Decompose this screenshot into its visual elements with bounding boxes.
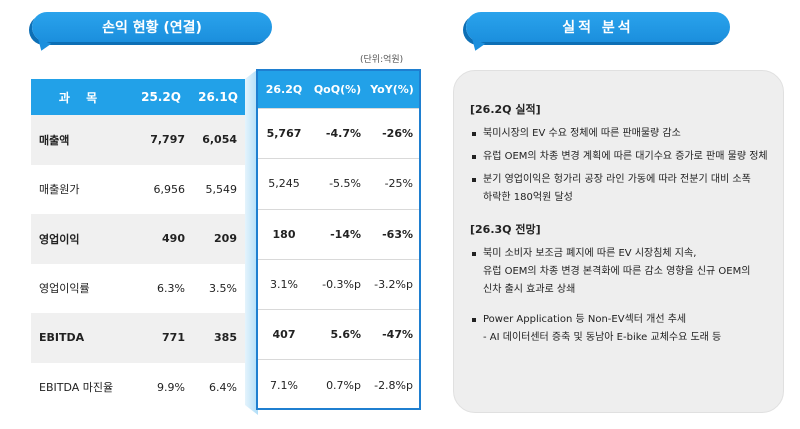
table-row-ebitda-margin: EBITDA 마진율 9.9% 6.4% [31,363,245,413]
table-row-operating-margin: 영업이익률 6.3% 3.5% [31,264,245,314]
list-item: 분기 영업이익은 헝가리 공장 라인 가동에 따라 전분기 대비 소폭 하락한 … [470,171,773,207]
income-table-header: 과 목 25.2Q 26.1Q [31,79,245,115]
table-row-operating-income: 영업이익 490 209 [31,214,245,264]
section-header-income-status-label: 손익 현황 (연결) [102,20,202,36]
cell-value: 385 [214,331,237,345]
cell-value: 3.5% [209,281,237,295]
list-item: Power Application 등 Non-EV섹터 개선 추세 - AI … [470,311,773,347]
unit-label: (단위:억원) [360,55,404,65]
speech-tail-icon [468,38,486,54]
cell-value: 6.4% [209,380,237,394]
cell-value: 3.1% [270,278,298,292]
row-label: 매출액 [39,133,70,147]
cell-value: 407 [272,328,296,342]
row-label: EBITDA 마진율 [39,381,114,395]
cell-value: -26% [382,127,413,141]
cell-value: 209 [214,232,237,246]
cell-value: -25% [384,177,413,191]
current-table-header: 26.2Q QoQ(%) YoY(%) [258,71,419,108]
list-item-line: 분기 영업이익은 헝가리 공장 라인 가동에 따라 전분기 대비 소폭 [483,174,751,185]
table-row-ebitda: EBITDA 771 385 [31,313,245,363]
list-item-line: 북미 소비자 보조금 폐지에 따른 EV 시장침체 지속, [483,248,697,259]
cell-value: 180 [272,227,296,241]
income-table-current: 26.2Q QoQ(%) YoY(%) 5,767 -4.7% -26% 5,2… [256,69,421,410]
cell-value: 771 [162,331,185,345]
cell-value: 9.9% [157,380,185,394]
cell-value: -0.3%p [322,278,361,292]
table-row-ebitda-margin: 7.1% 0.7%p -2.8%p [258,359,419,409]
analysis-panel: [26.2Q 실적] 북미시장의 EV 수요 정체에 따른 판매물량 감소 유럽… [453,70,784,413]
row-label: 영업이익률 [39,282,90,296]
speech-tail-icon [34,38,52,54]
list-item-line: 신차 출시 효과로 상쇄 [483,284,576,295]
cell-value: -5.5% [329,177,361,191]
cell-value: -63% [382,227,413,241]
table-row-ebitda: 407 5.6% -47% [258,309,419,359]
table-row-cost-of-sales: 5,245 -5.5% -25% [258,158,419,208]
cell-value: 5,767 [266,127,302,141]
analysis-list-outlook: 북미 소비자 보조금 폐지에 따른 EV 시장침체 지속, 유럽 OEM의 차종… [470,245,773,347]
cell-value: 490 [162,232,185,246]
cell-value: -14% [330,227,361,241]
section-header-performance-analysis: 실적 분석 [466,12,730,54]
list-item-line: 하락한 180억원 달성 [483,192,573,203]
analysis-section-title-results: [26.2Q 실적] [470,103,541,116]
table-row-revenue: 매출액 7,797 6,054 [31,115,245,165]
analysis-section-title-outlook: [26.3Q 전망] [470,223,541,236]
list-item-line: 유럽 OEM의 차종 변경 본격화에 따른 감소 영향을 신규 OEM의 [483,266,751,277]
list-item-line: Power Application 등 Non-EV섹터 개선 추세 [483,314,687,325]
list-item: 북미시장의 EV 수요 정체에 따른 판매물량 감소 [470,125,773,143]
connector-wedge [245,69,258,415]
cell-value: -47% [382,328,413,342]
table-row-revenue: 5,767 -4.7% -26% [258,108,419,158]
column-header-26-2q: 26.2Q [265,83,303,96]
cell-value: 6,054 [202,133,237,147]
cell-value: 6,956 [153,182,186,196]
analysis-list-results: 북미시장의 EV 수요 정체에 따른 판매물량 감소 유럽 OEM의 차종 변경… [470,125,773,207]
cell-value: 5,245 [268,177,300,191]
cell-value: -4.7% [325,127,361,141]
column-header-item: 과 목 [58,90,104,105]
cell-value: 5,549 [205,182,238,196]
column-header-26-1q: 26.1Q [198,90,238,104]
cell-value: 5.6% [330,328,361,342]
row-label: 매출원가 [39,183,80,197]
row-label: EBITDA [39,331,85,345]
column-header-25-2q: 25.2Q [141,90,181,104]
cell-value: -3.2%p [374,278,413,292]
section-header-income-status: 손익 현황 (연결) [32,12,272,54]
column-header-qoq: QoQ(%) [313,83,362,96]
table-row-operating-margin: 3.1% -0.3%p -3.2%p [258,258,419,309]
list-item: 유럽 OEM의 차종 변경 계획에 따른 대기수요 증가로 판매 물량 정체 [470,148,773,166]
income-table-prior: 과 목 25.2Q 26.1Q 매출액 7,797 6,054 매출원가 6,9… [31,79,245,412]
table-row-operating-income: 180 -14% -63% [258,208,419,259]
list-item-line: - AI 데이터센터 증축 및 동남아 E-bike 교체수요 도래 등 [483,332,722,343]
row-label: 영업이익 [39,232,80,246]
cell-value: 6.3% [157,281,185,295]
cell-value: 7,797 [150,133,185,147]
cell-value: 0.7%p [326,378,361,392]
table-row-cost-of-sales: 매출원가 6,956 5,549 [31,165,245,215]
list-item: 북미 소비자 보조금 폐지에 따른 EV 시장침체 지속, 유럽 OEM의 차종… [470,245,773,299]
column-header-yoy: YoY(%) [370,83,414,96]
cell-value: -2.8%p [374,378,413,392]
section-header-performance-analysis-label: 실적 분석 [562,20,634,36]
cell-value: 7.1% [270,378,298,392]
